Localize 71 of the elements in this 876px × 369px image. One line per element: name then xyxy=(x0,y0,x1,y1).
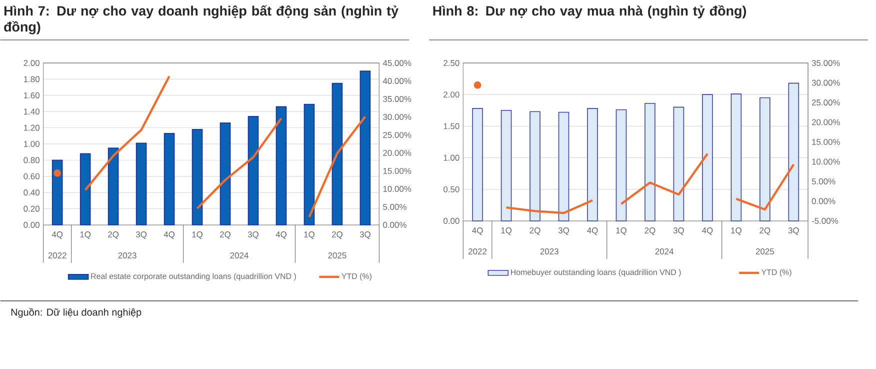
text: Nguồn: Dữ liệu doanh nghiệp xyxy=(11,308,142,318)
x-tick-label: 1Q xyxy=(616,228,626,236)
x-tick-label: 1Q xyxy=(80,232,91,240)
text: 2022 xyxy=(468,248,487,254)
y2-tick-label: 10.00% xyxy=(812,158,840,165)
y-tick-label: 2.00 xyxy=(444,92,460,98)
x-tick-label: 3Q xyxy=(673,228,684,236)
x-tick-label: 4Q xyxy=(587,228,598,236)
text: 2023 xyxy=(118,252,136,258)
x-tick-label: 1Q xyxy=(192,232,203,240)
y2-tick-label: 30.00% xyxy=(383,114,412,120)
y-tick-label: 0.20 xyxy=(24,206,40,212)
text: 2025 xyxy=(328,252,346,258)
y-tick-label: 0.60 xyxy=(24,173,40,180)
y2-tick-label: 30.00% xyxy=(812,80,840,86)
y2-tick-label: 15.00% xyxy=(383,168,412,174)
x-tick-label: 4Q xyxy=(472,228,483,236)
x-tick-label: 3Q xyxy=(788,228,799,236)
y-tick-label: 0.00 xyxy=(24,222,40,228)
y-tick-label: 0.00 xyxy=(444,218,460,224)
x-tick-label: 3Q xyxy=(360,232,370,240)
y2-tick-label: 5.00% xyxy=(383,204,406,210)
y2-tick-label: 25.00% xyxy=(383,132,412,138)
x-tick-label: 2Q xyxy=(108,232,119,240)
text: 2024 xyxy=(655,248,674,254)
x-tick-label: 1Q xyxy=(304,232,314,240)
y2-tick-label: 0.00% xyxy=(812,198,836,204)
y-tick-label: 1.00 xyxy=(444,154,460,161)
y2-tick-label: 15.00% xyxy=(812,139,840,146)
y-tick-label: 2.50 xyxy=(444,60,460,66)
y-tick-label: 1.40 xyxy=(24,108,40,115)
x-tick-label: 2Q xyxy=(530,228,540,236)
y2-tick-label: 10.00% xyxy=(383,186,412,192)
y2-tick-label: 0.00% xyxy=(383,222,406,228)
x-tick-label: 3Q xyxy=(136,232,147,240)
text: 2022 xyxy=(48,252,66,258)
y-tick-label: 2.00 xyxy=(24,60,40,66)
y2-tick-label: 25.00% xyxy=(812,100,840,106)
y2-tick-label: 45.00% xyxy=(382,60,412,66)
y2-tick-label: 35.00% xyxy=(812,60,840,66)
x-tick-label: 1Q xyxy=(731,228,742,236)
y-tick-label: 1.50 xyxy=(444,123,460,130)
x-tick-label: 4Q xyxy=(52,232,63,240)
chart-title: Hình 8: Dư nợ cho vay mua nhà (nghìn tỷ đồng) xyxy=(433,5,746,18)
y-tick-label: 0.40 xyxy=(24,190,40,196)
y2-tick-label: 20.00% xyxy=(383,150,412,156)
x-tick-label: 4Q xyxy=(276,232,286,240)
y-tick-label: 1.80 xyxy=(24,76,40,82)
y-tick-label: 1.00 xyxy=(24,141,40,148)
y2-tick-label: 20.00% xyxy=(812,119,840,126)
text: 2024 xyxy=(230,252,248,258)
y2-tick-label: 40.00% xyxy=(382,78,412,84)
x-tick-label: 3Q xyxy=(558,228,569,236)
y2-tick-label: -5.00% xyxy=(812,218,838,224)
x-tick-label: 3Q xyxy=(248,232,258,240)
x-tick-label: 2Q xyxy=(220,232,231,240)
x-tick-label: 2Q xyxy=(644,228,656,236)
text: 2023 xyxy=(540,248,558,254)
y-tick-label: 0.50 xyxy=(444,186,460,192)
y-tick-label: 1.20 xyxy=(24,124,40,131)
y-tick-label: 1.60 xyxy=(24,92,40,98)
y-tick-label: 0.80 xyxy=(24,157,40,164)
x-tick-label: 2Q xyxy=(760,228,770,236)
x-tick-label: 1Q xyxy=(501,228,512,236)
y2-tick-label: 35.00% xyxy=(383,96,412,102)
text: 2025 xyxy=(756,248,774,254)
x-tick-label: 4Q xyxy=(164,232,175,240)
chart-title: Hình 7: Dư nợ cho vay doanh nghiệp bất động sản (nghìn tỷ đồng) xyxy=(4,5,398,34)
y2-tick-label: 5.00% xyxy=(812,178,836,184)
x-tick-label: 2Q xyxy=(332,232,342,240)
x-tick-label: 4Q xyxy=(702,228,713,236)
